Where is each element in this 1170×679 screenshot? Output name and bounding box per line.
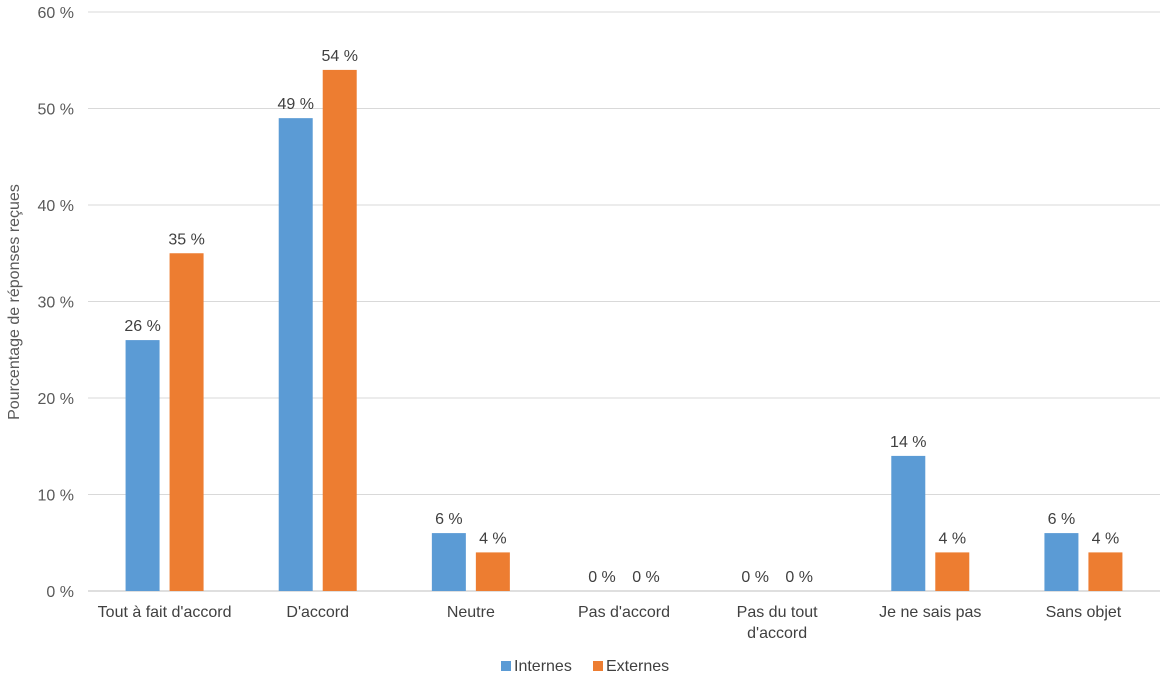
data-label: 4 % (1092, 530, 1120, 547)
x-category-label: Tout à fait d'accord (98, 604, 232, 621)
y-tick-label: 50 % (38, 102, 74, 119)
bar-internes (431, 533, 466, 591)
data-label: 0 % (588, 569, 616, 586)
data-label: 54 % (321, 48, 357, 65)
bars (125, 69, 1123, 592)
bar-internes (1044, 533, 1079, 591)
y-tick-label: 60 % (38, 5, 74, 22)
bar-externes (475, 552, 510, 591)
data-label: 6 % (435, 511, 463, 528)
x-category-label: Sans objet (1046, 604, 1122, 621)
data-label: 4 % (479, 530, 507, 547)
bar-internes (125, 340, 160, 591)
x-category-label: Pas du tout d'accord (737, 604, 819, 642)
bar-externes (322, 69, 357, 591)
legend-label-externes: Externes (606, 658, 669, 675)
bar-internes (278, 118, 313, 592)
bar-externes (935, 552, 970, 591)
bar-externes (1088, 552, 1123, 591)
x-category-label: Neutre (447, 604, 495, 621)
data-label: 49 % (277, 96, 313, 113)
data-label: 26 % (124, 318, 160, 335)
data-label: 0 % (741, 569, 769, 586)
data-label: 6 % (1048, 511, 1076, 528)
legend-label-internes: Internes (514, 658, 572, 675)
data-label: 35 % (168, 231, 204, 248)
data-label: 14 % (890, 434, 926, 451)
y-tick-label: 20 % (38, 391, 74, 408)
y-tick-label: 10 % (38, 488, 74, 505)
bar-internes (891, 455, 926, 591)
x-axis-categories: Tout à fait d'accord D'accord Neutre Pas d'… (98, 604, 1122, 642)
data-label: 0 % (785, 569, 813, 586)
data-label: 0 % (632, 569, 660, 586)
legend: Internes Externes (501, 658, 669, 675)
y-tick-label: 0 % (46, 584, 74, 601)
bar-externes (169, 253, 204, 591)
data-labels: 26 % 35 % 49 % 54 % 6 % 4 % 0 % 0 % 0 % 0 % 14 % 4 … (124, 48, 1119, 586)
y-axis-ticks: 0 % 10 % 20 % 30 % 40 % 50 % 60 % (38, 5, 74, 601)
data-label: 4 % (938, 530, 966, 547)
legend-swatch-internes (501, 661, 511, 671)
gridlines (88, 11, 1160, 592)
y-axis-label: Pourcentage de réponses reçues (6, 184, 23, 420)
y-tick-label: 30 % (38, 295, 74, 312)
legend-swatch-externes (593, 661, 603, 671)
x-category-label: Pas d'accord (578, 604, 670, 621)
x-category-label: Je ne sais pas (879, 604, 981, 621)
x-category-label: D'accord (286, 604, 349, 621)
y-tick-label: 40 % (38, 198, 74, 215)
